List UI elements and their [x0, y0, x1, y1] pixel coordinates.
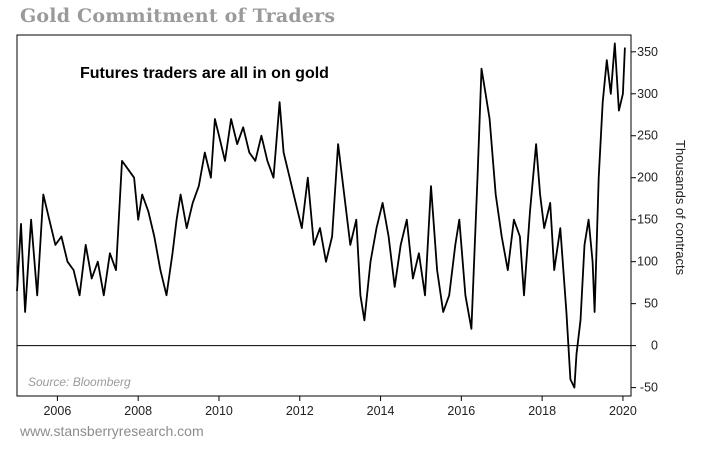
plot-frame [16, 34, 632, 397]
x-tick-label: 2010 [205, 404, 233, 418]
y-tick-label: 100 [637, 255, 658, 269]
y-tick-label: 350 [637, 45, 658, 59]
x-tick-label: 2012 [286, 404, 314, 418]
x-tick-label: 2014 [367, 404, 395, 418]
x-tick-label: 2018 [528, 404, 556, 418]
chart-title: Gold Commitment of Traders [20, 5, 336, 27]
y-axis-label: Thousands of contracts [673, 140, 688, 276]
x-tick-label: 2006 [43, 404, 71, 418]
y-tick-label: 200 [637, 171, 658, 185]
annotation: Futures traders are all in on gold [80, 65, 329, 82]
y-tick-label: -50 [640, 381, 658, 395]
tick-layer: -50 0 50 100 150 200 250 300 350 2006 2008 2010 2012… [43, 45, 658, 418]
y-tick-label: 0 [651, 339, 658, 353]
x-tick-label: 2016 [447, 404, 475, 418]
x-tick-label: 2020 [609, 404, 637, 418]
y-tick-label: 150 [637, 213, 658, 227]
y-tick-label: 300 [637, 87, 658, 101]
source-label: Source: Bloomberg [28, 375, 131, 389]
x-tick-label: 2008 [124, 404, 152, 418]
y-tick-label: 250 [637, 129, 658, 143]
y-tick-label: 50 [644, 297, 658, 311]
footer-url[interactable]: www.stansberryresearch.com [20, 423, 204, 439]
series-line [16, 42, 626, 389]
